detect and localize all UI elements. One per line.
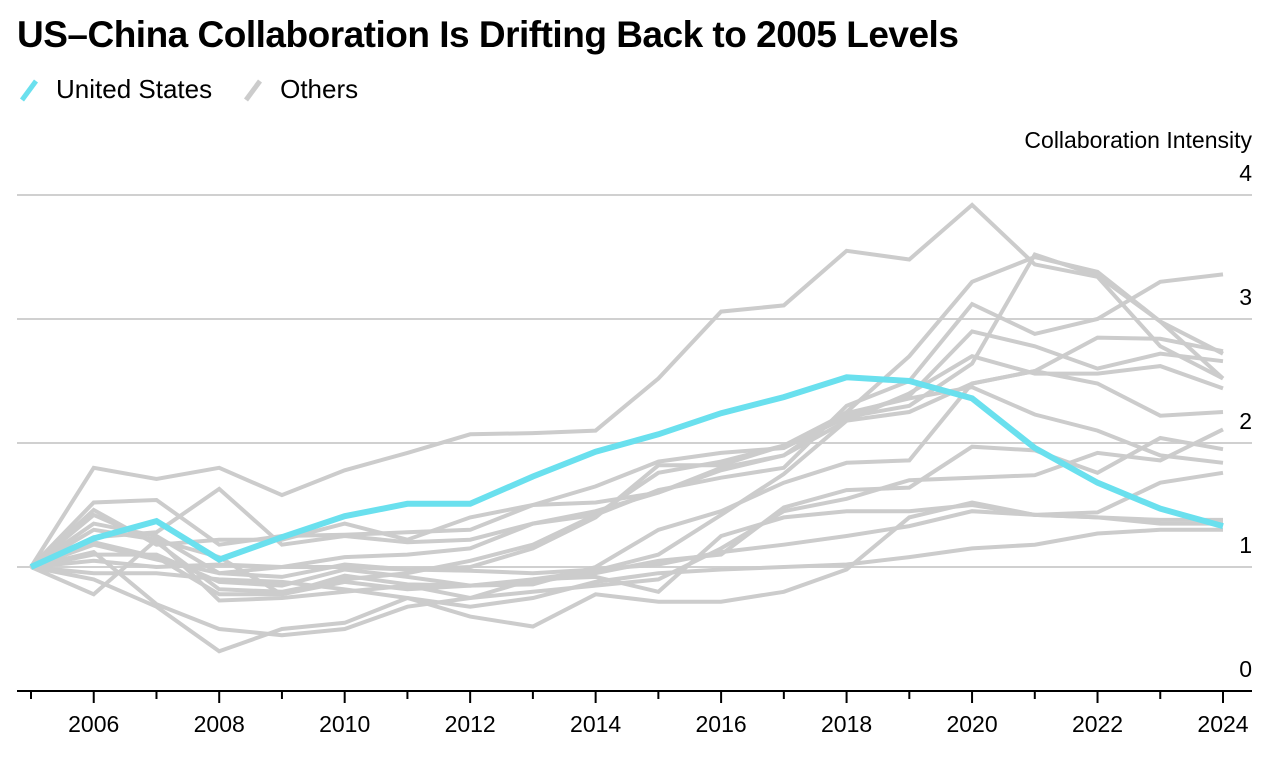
legend-item-others: Others xyxy=(242,74,358,105)
series-line-others xyxy=(29,254,1225,569)
x-tick-label: 2024 xyxy=(1197,711,1248,737)
x-tick-label: 2014 xyxy=(570,711,621,737)
x-tick-label: 2012 xyxy=(445,711,496,737)
y-tick-label: 1 xyxy=(1239,532,1252,558)
series-line-others xyxy=(30,385,1224,579)
series-line-others xyxy=(30,427,1224,638)
x-tick-label: 2006 xyxy=(68,711,119,737)
y-tick-label: 4 xyxy=(1239,160,1252,186)
x-tick-label: 2008 xyxy=(194,711,245,737)
series-line-others xyxy=(30,527,1223,609)
legend-swatch-others-icon xyxy=(244,79,263,101)
series-line-others xyxy=(29,252,1224,569)
series-line-others xyxy=(30,369,1224,588)
y-tick-label: 0 xyxy=(1239,656,1252,682)
others-series-group xyxy=(29,202,1225,654)
gridlines xyxy=(17,194,1252,568)
x-tick-label: 2020 xyxy=(946,711,997,737)
x-tick-label: 2016 xyxy=(696,711,747,737)
y-tick-label: 3 xyxy=(1239,284,1252,310)
legend: United States Others xyxy=(18,74,388,105)
y-tick-labels: 0 1 2 3 4 xyxy=(1239,160,1252,682)
x-tick-label: 2010 xyxy=(319,711,370,737)
legend-label-others: Others xyxy=(280,74,359,104)
series-line-others xyxy=(30,500,1223,654)
x-axis: 2006 2008 2010 2012 2014 2016 2018 2020 2022 2024 xyxy=(17,690,1252,737)
y-axis-title: Collaboration Intensity xyxy=(1024,127,1252,153)
us-series-group xyxy=(29,374,1224,570)
x-tick-label: 2018 xyxy=(821,711,872,737)
x-tick-label: 2022 xyxy=(1072,711,1123,737)
chart-title: US–China Collaboration Is Drifting Back … xyxy=(17,14,959,55)
legend-item-united-states: United States xyxy=(18,74,212,105)
series-line-others xyxy=(29,202,1224,569)
y-tick-label: 2 xyxy=(1239,408,1252,434)
series-line-united-states xyxy=(29,374,1224,570)
legend-label-united-states: United States xyxy=(56,74,213,104)
legend-swatch-united-states-icon xyxy=(19,79,39,101)
